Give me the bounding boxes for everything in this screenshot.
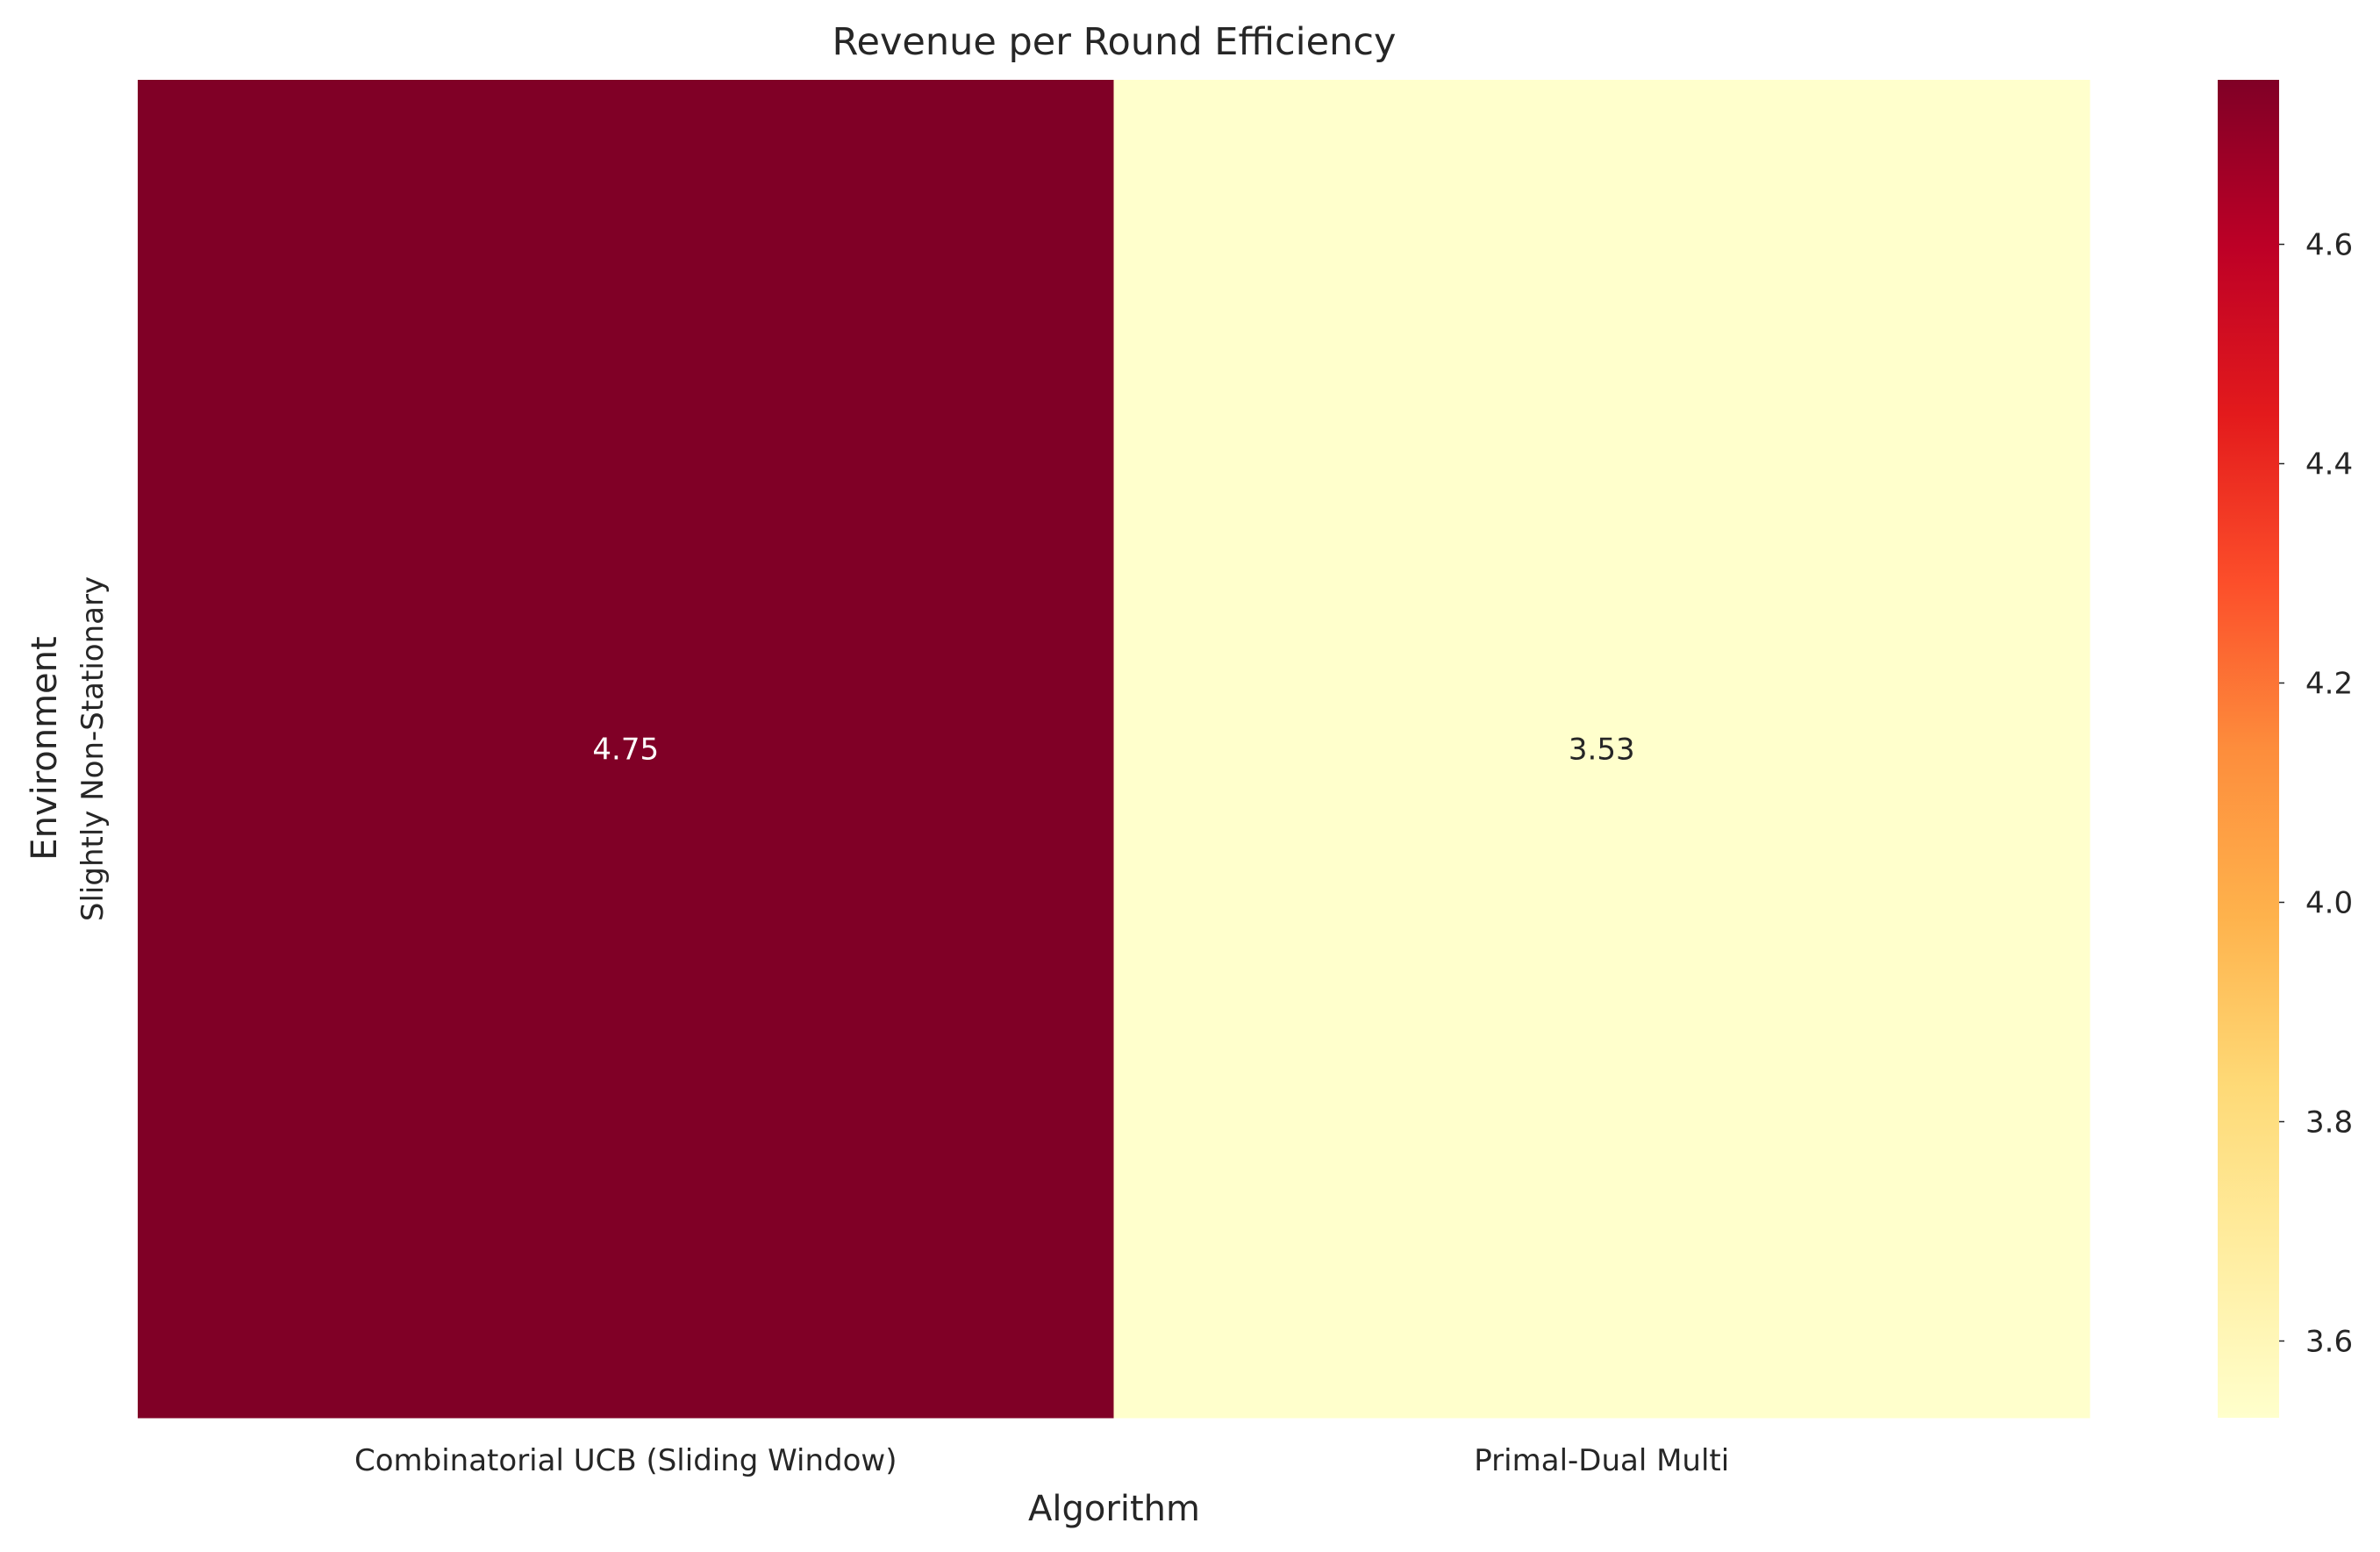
colorbar [2218,80,2279,1418]
heatmap-cell [1113,80,2091,1419]
x-tick-label: Combinatorial UCB (Sliding Window) [354,1443,897,1478]
y-tick-label: Slightly Non-Stationary [75,576,111,921]
colorbar-tick-label: 4.4 [2305,447,2353,483]
x-axis-label: Algorithm [1028,1489,1200,1529]
x-tick-labels: Combinatorial UCB (Sliding Window) Primal… [354,1443,1729,1478]
chart-title: Revenue per Round Efficiency [833,20,1397,64]
colorbar-tick-label: 4.6 [2305,228,2353,263]
colorbar-tick-label: 3.6 [2305,1325,2353,1360]
heatmap-cell-label: 3.53 [1569,733,1635,768]
colorbar-tick-label: 3.8 [2305,1105,2353,1141]
colorbar-tick-label: 4.0 [2305,886,2353,921]
heatmap-cell-labels: 4.75 3.53 [592,733,1634,768]
heatmap-cell [138,80,1114,1419]
colorbar-tick-label: 4.2 [2305,667,2353,702]
y-tick-labels: Slightly Non-Stationary [75,576,111,921]
x-tick-label: Primal-Dual Multi [1474,1443,1729,1478]
colorbar-ticks: 3.6 3.8 4.0 4.2 4.4 4.6 [2279,228,2353,1360]
heatmap-cells [138,80,2091,1419]
y-axis-label: Environment [25,636,65,860]
heatmap-cell-label: 4.75 [592,733,659,768]
